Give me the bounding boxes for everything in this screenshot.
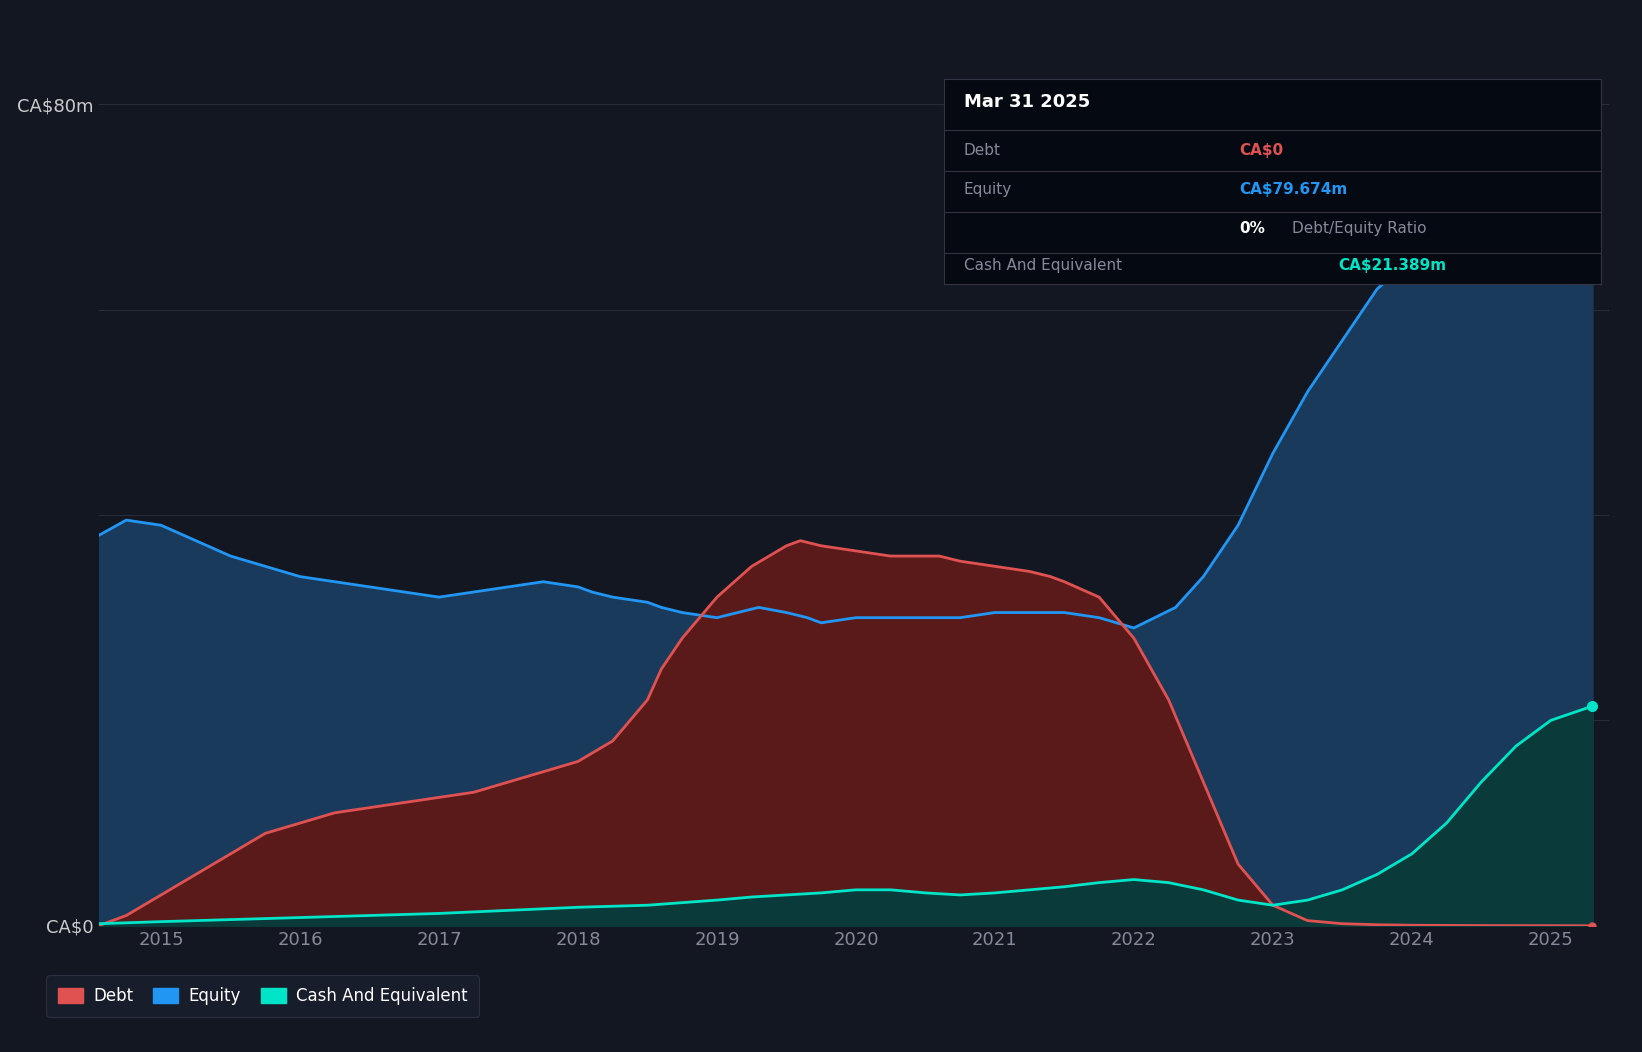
Text: Cash And Equivalent: Cash And Equivalent	[964, 258, 1121, 274]
Text: 0%: 0%	[1240, 221, 1266, 236]
Text: Equity: Equity	[964, 182, 1011, 197]
Legend: Debt, Equity, Cash And Equivalent: Debt, Equity, Cash And Equivalent	[46, 975, 479, 1016]
Text: Debt/Equity Ratio: Debt/Equity Ratio	[1292, 221, 1427, 236]
Text: CA$21.389m: CA$21.389m	[1338, 258, 1447, 274]
Text: Mar 31 2025: Mar 31 2025	[964, 94, 1090, 112]
Text: CA$79.674m: CA$79.674m	[1240, 182, 1348, 197]
Text: Debt: Debt	[964, 143, 1002, 158]
Text: CA$0: CA$0	[1240, 143, 1284, 158]
